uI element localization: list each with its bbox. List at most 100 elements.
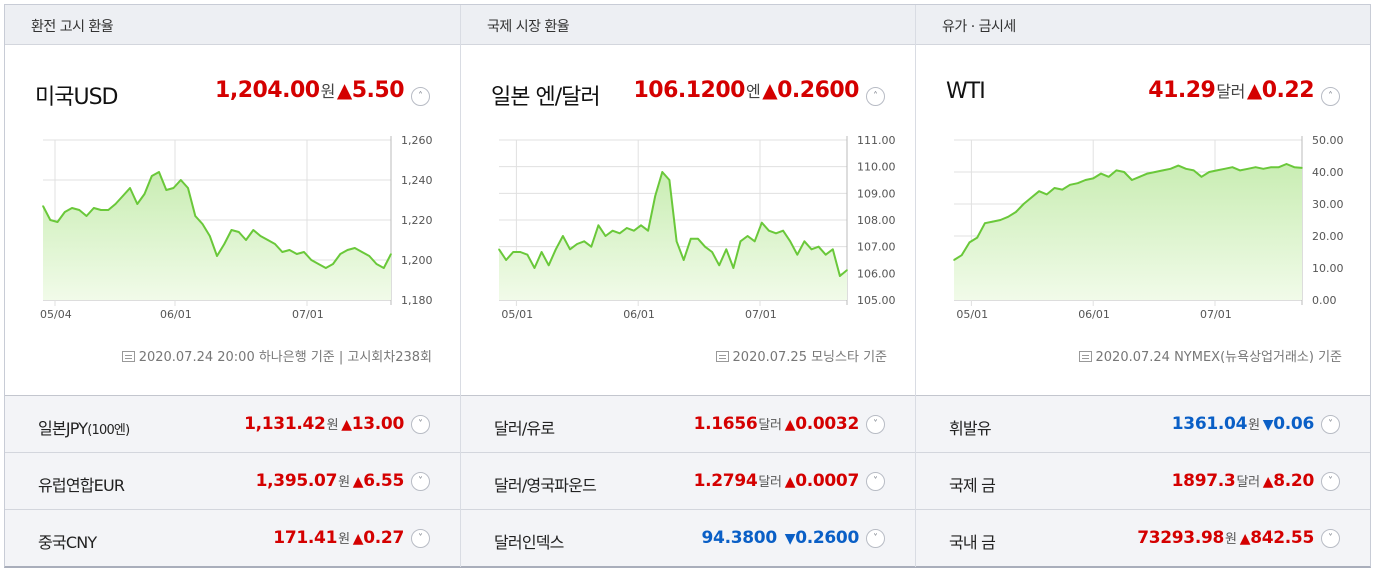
up-triangle-icon: ▲ bbox=[784, 417, 796, 433]
data-point bbox=[704, 245, 706, 248]
quote-row[interactable]: 국제 금 1897.3달러 ▲8.20 ˅ bbox=[916, 452, 1370, 509]
quote-row[interactable]: 유럽연합EUR 1,395.07원 ▲6.55 ˅ bbox=[5, 452, 460, 509]
data-point bbox=[547, 264, 550, 267]
data-point bbox=[368, 255, 371, 257]
chevron-down-icon[interactable]: ˅ bbox=[1321, 472, 1340, 491]
data-point bbox=[172, 187, 175, 189]
quote-label[interactable]: 달러/영국파운드 bbox=[494, 472, 597, 496]
data-point bbox=[775, 232, 777, 235]
chevron-down-icon[interactable]: ˅ bbox=[1321, 415, 1340, 434]
data-point bbox=[354, 247, 356, 249]
price-chart: 111.00 110.00 109.00 108.00 107.00 106.00 105.… bbox=[498, 134, 896, 321]
quote-label[interactable]: 달러/유로 bbox=[494, 415, 555, 439]
y-tick-label: 105.00 bbox=[857, 294, 896, 307]
quote-label[interactable]: 달러인덱스 bbox=[494, 529, 564, 553]
featured-quote-value: 41.29달러 ▲0.22 bbox=[1148, 78, 1314, 103]
change: 842.55 bbox=[1250, 528, 1314, 548]
quote-label[interactable]: 국내 금 bbox=[949, 529, 996, 553]
change: 5.50 bbox=[351, 78, 405, 103]
chevron-down-icon[interactable]: ˅ bbox=[411, 529, 430, 548]
quote-row[interactable]: 일본JPY(100엔) 1,131.42원 ▲13.00 ˅ bbox=[5, 395, 460, 452]
source-text: 2020.07.25 모닝스타 기준 bbox=[732, 350, 887, 365]
quote-row[interactable]: 달러인덱스 94.3800 ▼0.2600 ˅ bbox=[461, 509, 915, 566]
data-point bbox=[230, 229, 233, 231]
data-point bbox=[1293, 166, 1296, 168]
x-tick-label: 06/01 bbox=[1078, 308, 1110, 321]
up-triangle-icon: ▲ bbox=[352, 474, 364, 490]
panel-tab-intl-rate[interactable]: 국제 시장 환율 bbox=[461, 5, 915, 45]
featured-quote: 일본 엔/달러 106.1200엔 ▲0.2600 ˄ 111.00 110.00 109.… bbox=[461, 46, 915, 395]
quote-label[interactable]: 휘발유 bbox=[949, 415, 992, 439]
chevron-down-icon[interactable]: ˅ bbox=[411, 415, 430, 434]
data-point bbox=[569, 248, 571, 251]
featured-quote: 미국USD 1,204.00원 ▲5.50 ˄ 1,260 1,240 1,220 1,200… bbox=[5, 46, 460, 395]
price-chart: 1,260 1,240 1,220 1,200 1,180 05/04 06/01 07/01 bbox=[40, 134, 433, 321]
quote-label[interactable]: 일본JPY(100엔) bbox=[38, 415, 130, 439]
chevron-down-icon[interactable]: ˅ bbox=[866, 529, 885, 548]
data-point bbox=[383, 267, 385, 269]
x-tick-label: 06/01 bbox=[160, 308, 192, 321]
data-point bbox=[1262, 168, 1265, 170]
quote-value: 1897.3달러 ▲8.20 bbox=[1171, 471, 1315, 491]
y-tick-label: 111.00 bbox=[857, 134, 896, 147]
quote-name: 국제 금 bbox=[949, 476, 996, 495]
data-point bbox=[223, 243, 226, 245]
quote-label[interactable]: 국제 금 bbox=[949, 472, 996, 496]
quote-name: 달러/영국파운드 bbox=[494, 476, 597, 495]
chevron-down-icon[interactable]: ˅ bbox=[1321, 529, 1340, 548]
data-point bbox=[1169, 168, 1172, 170]
chevron-down-icon[interactable]: ˅ bbox=[866, 415, 885, 434]
panel-intl-rate: 국제 시장 환율 일본 엔/달러 106.1200엔 ▲0.2600 ˄ 111.00 11… bbox=[460, 5, 915, 567]
data-point bbox=[976, 236, 978, 239]
data-point bbox=[42, 205, 44, 207]
quote-label[interactable]: 중국CNY bbox=[38, 529, 97, 553]
featured-quote-name[interactable]: 일본 엔/달러 bbox=[491, 85, 601, 110]
quote-row[interactable]: 달러/영국파운드 1.2794달러 ▲0.0007 ˅ bbox=[461, 452, 915, 509]
price: 1897.3 bbox=[1171, 471, 1236, 491]
quote-row[interactable]: 국내 금 73293.98원 ▲842.55 ˅ bbox=[916, 509, 1370, 566]
data-point bbox=[753, 240, 756, 243]
data-point bbox=[339, 253, 342, 255]
series-area bbox=[43, 172, 391, 300]
panel-tab-notice-rate[interactable]: 환전 고시 환율 bbox=[5, 5, 460, 45]
data-point bbox=[512, 251, 514, 253]
series-line bbox=[498, 171, 848, 277]
quote-list: 일본JPY(100엔) 1,131.42원 ▲13.00 ˅ 유럽연합EUR 1,395.… bbox=[5, 395, 460, 566]
chevron-down-icon[interactable]: ˅ bbox=[866, 472, 885, 491]
change: 8.20 bbox=[1273, 471, 1314, 491]
chevron-up-icon[interactable]: ˄ bbox=[866, 87, 885, 106]
quote-row[interactable]: 휘발유 1361.04원 ▼0.06 ˅ bbox=[916, 395, 1370, 452]
featured-quote-name[interactable]: WTI bbox=[946, 79, 986, 104]
data-point bbox=[562, 235, 564, 237]
chevron-down-icon[interactable]: ˅ bbox=[411, 472, 430, 491]
data-point bbox=[1107, 176, 1110, 178]
quote-label[interactable]: 유럽연합EUR bbox=[38, 472, 125, 496]
series-line bbox=[953, 163, 1303, 261]
chevron-up-icon[interactable]: ˄ bbox=[411, 87, 430, 106]
unit: 원 bbox=[338, 475, 350, 490]
data-point bbox=[129, 187, 131, 189]
change: 0.27 bbox=[363, 528, 404, 548]
panel-tab-oil-gold[interactable]: 유가 · 금시세 bbox=[916, 5, 1370, 45]
change: 0.22 bbox=[1261, 78, 1315, 103]
data-point bbox=[1192, 169, 1195, 172]
data-point bbox=[1285, 163, 1288, 165]
data-point bbox=[1200, 176, 1203, 178]
data-point bbox=[832, 248, 834, 251]
data-point bbox=[303, 251, 305, 253]
data-point bbox=[633, 229, 635, 232]
featured-quote-name[interactable]: 미국USD bbox=[35, 85, 118, 110]
panel-oil-gold: 유가 · 금시세 WTI 41.29달러 ▲0.22 ˄ 50.00 40.00 30.00 2… bbox=[915, 5, 1370, 567]
data-point bbox=[824, 253, 827, 256]
change: 0.2600 bbox=[777, 78, 859, 103]
quote-row[interactable]: 중국CNY 171.41원 ▲0.27 ˅ bbox=[5, 509, 460, 566]
data-point bbox=[1076, 182, 1079, 184]
chevron-up-icon[interactable]: ˄ bbox=[1321, 87, 1340, 106]
y-tick-label: 109.00 bbox=[857, 187, 896, 200]
data-point bbox=[267, 239, 269, 241]
data-point bbox=[136, 203, 139, 205]
quote-row[interactable]: 달러/유로 1.1656달러 ▲0.0032 ˅ bbox=[461, 395, 915, 452]
y-tick-label: 1,240 bbox=[401, 174, 433, 187]
data-point bbox=[296, 253, 298, 255]
data-point bbox=[960, 254, 963, 256]
